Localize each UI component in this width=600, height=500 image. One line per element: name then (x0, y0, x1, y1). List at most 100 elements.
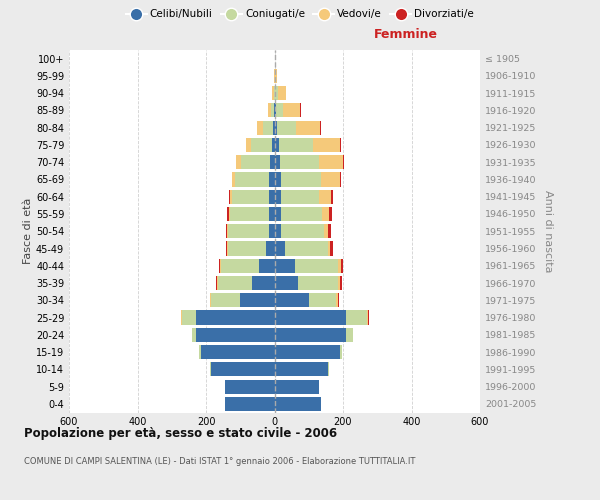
Bar (273, 120, 275, 135)
Bar (281, 224, 324, 238)
Bar (338, 276, 340, 290)
Bar (275, 310, 346, 324)
Bar (235, 172, 269, 186)
Bar (211, 362, 275, 376)
Bar (329, 207, 332, 221)
Bar (232, 172, 235, 186)
Bar (309, 293, 336, 308)
Bar (225, 397, 275, 411)
Bar (232, 190, 269, 204)
Bar (268, 104, 271, 118)
Bar (275, 190, 281, 204)
Bar (217, 276, 218, 290)
Bar (275, 120, 277, 135)
Bar (201, 345, 275, 359)
Bar (196, 310, 275, 324)
Bar (240, 293, 275, 308)
Bar (272, 138, 275, 152)
Text: Popolazione per età, sesso e stato civile - 2006: Popolazione per età, sesso e stato civil… (24, 428, 337, 440)
Bar (296, 120, 320, 135)
Bar (340, 276, 341, 290)
Bar (216, 276, 217, 290)
Bar (228, 242, 266, 256)
Bar (276, 104, 283, 118)
Bar (269, 207, 275, 221)
Bar (367, 310, 368, 324)
Bar (295, 258, 338, 273)
Bar (246, 138, 251, 152)
Bar (275, 293, 309, 308)
Bar (328, 242, 331, 256)
Bar (285, 242, 328, 256)
Bar (274, 86, 275, 100)
Bar (274, 104, 275, 118)
Bar (321, 172, 340, 186)
Bar (191, 328, 196, 342)
Bar (272, 86, 274, 100)
Y-axis label: Fasce di età: Fasce di età (23, 198, 33, 264)
Bar (181, 310, 182, 324)
Bar (225, 380, 275, 394)
Bar (218, 276, 252, 290)
Bar (275, 104, 276, 118)
Bar (281, 190, 319, 204)
Bar (275, 276, 298, 290)
Bar (278, 86, 286, 100)
Bar (228, 224, 269, 238)
Bar (275, 380, 319, 394)
Bar (257, 120, 263, 135)
Bar (275, 328, 346, 342)
Bar (259, 258, 275, 273)
Bar (338, 293, 339, 308)
Bar (275, 345, 340, 359)
Bar (230, 207, 269, 221)
Bar (275, 86, 278, 100)
Bar (220, 258, 221, 273)
Bar (275, 362, 328, 376)
Bar (275, 155, 280, 170)
Bar (199, 345, 201, 359)
Bar (229, 190, 230, 204)
Bar (319, 155, 343, 170)
Bar (241, 155, 271, 170)
Bar (340, 345, 343, 359)
Bar (324, 224, 328, 238)
Bar (227, 224, 228, 238)
Bar (281, 172, 321, 186)
Bar (275, 397, 321, 411)
Bar (252, 276, 275, 290)
Bar (271, 104, 274, 118)
Bar (275, 69, 277, 83)
Bar (271, 155, 275, 170)
Bar (340, 172, 341, 186)
Bar (340, 138, 341, 152)
Bar (346, 328, 353, 342)
Bar (338, 258, 341, 273)
Bar (283, 104, 300, 118)
Bar (277, 120, 296, 135)
Bar (346, 310, 367, 324)
Bar (226, 224, 227, 238)
Bar (322, 207, 329, 221)
Text: COMUNE DI CAMPI SALENTINA (LE) - Dati ISTAT 1° gennaio 2006 - Elaborazione TUTTI: COMUNE DI CAMPI SALENTINA (LE) - Dati IS… (24, 458, 415, 466)
Bar (328, 224, 331, 238)
Bar (211, 293, 240, 308)
Bar (274, 69, 275, 83)
Bar (269, 172, 275, 186)
Bar (313, 138, 340, 152)
Bar (227, 242, 228, 256)
Bar (281, 207, 322, 221)
Bar (331, 242, 333, 256)
Text: Femmine: Femmine (374, 28, 438, 41)
Bar (210, 293, 211, 308)
Bar (343, 155, 344, 170)
Bar (320, 120, 321, 135)
Bar (278, 138, 313, 152)
Bar (300, 104, 301, 118)
Bar (275, 172, 281, 186)
Bar (263, 120, 273, 135)
Bar (298, 276, 338, 290)
Bar (219, 258, 220, 273)
Bar (230, 190, 232, 204)
Bar (280, 155, 319, 170)
